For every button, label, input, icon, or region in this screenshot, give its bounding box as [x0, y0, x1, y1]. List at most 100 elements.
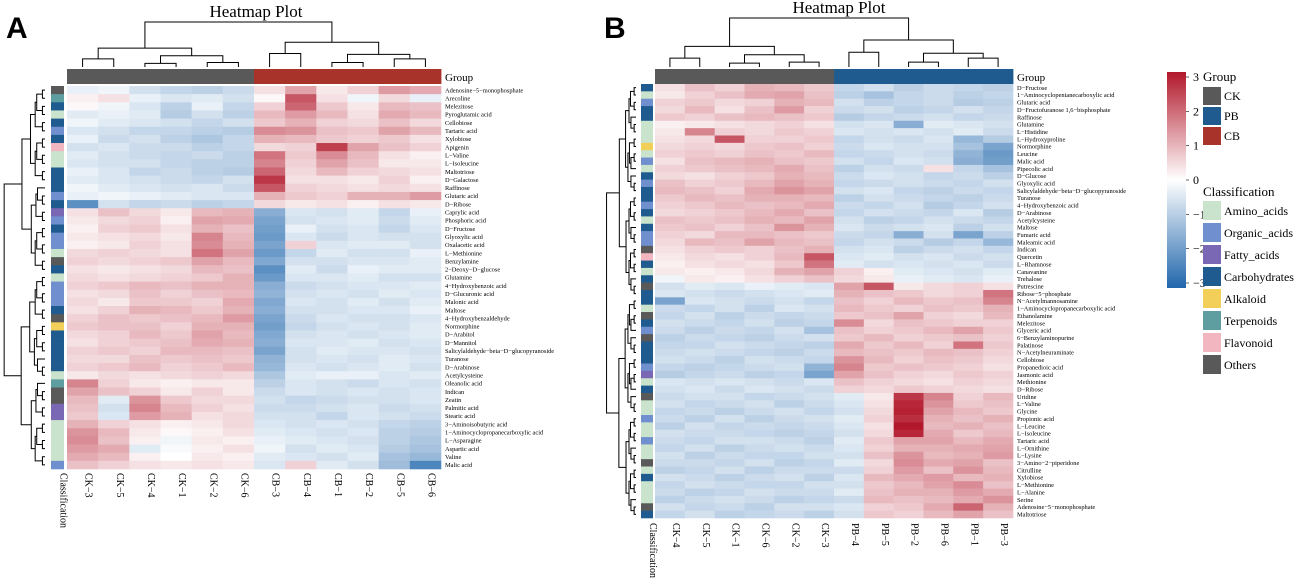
row-label: 4−Hydroxybenzaldehyde	[445, 315, 510, 322]
heatmap-cell	[316, 118, 348, 128]
heatmap-cell	[804, 238, 835, 247]
colorbar-tick: −3	[1193, 276, 1206, 290]
heatmap-cell	[378, 428, 411, 437]
heatmap-cell	[160, 216, 192, 225]
heatmap-cell	[254, 363, 286, 372]
heatmap-cell	[893, 459, 924, 467]
heatmap-cell	[254, 216, 286, 225]
heatmap-cell	[953, 128, 984, 136]
heatmap-cell	[98, 126, 130, 136]
heatmap-cell	[655, 356, 686, 364]
heatmap-cell	[316, 354, 348, 364]
heatmap-cell	[222, 387, 255, 396]
class-cell-alkaloid	[51, 322, 64, 331]
heatmap-cell	[774, 120, 805, 129]
group-cell-pb	[923, 69, 954, 84]
heatmap-cell	[983, 84, 1014, 92]
heatmap-cell	[67, 460, 99, 470]
heatmap-cell	[714, 238, 745, 247]
heatmap-cell	[804, 282, 835, 291]
heatmap-cell	[983, 510, 1014, 519]
heatmap-cell	[684, 341, 715, 350]
heatmap-cell	[863, 466, 894, 475]
heatmap-cell	[684, 473, 715, 482]
heatmap-cell	[953, 429, 984, 438]
row-label: D−Arabinose	[1017, 210, 1052, 217]
heatmap-cell	[160, 224, 192, 233]
row-label: Normorphine	[1017, 144, 1052, 151]
heatmap-cell	[285, 322, 317, 331]
heatmap-cell	[834, 466, 865, 475]
heatmap-cell	[983, 201, 1014, 210]
heatmap-cell	[804, 429, 835, 438]
class-cell-terpenoids	[51, 94, 64, 103]
heatmap-cell	[222, 371, 255, 380]
heatmap-cell	[804, 253, 835, 261]
heatmap-cell	[285, 346, 317, 356]
class-cell-carbohydrates	[641, 260, 653, 269]
heatmap-cell	[774, 245, 805, 254]
row-label: D−Ribose	[445, 201, 471, 208]
heatmap-cell	[744, 415, 775, 423]
heatmap-cell	[923, 422, 954, 431]
heatmap-cell	[347, 216, 379, 225]
heatmap-cell	[655, 378, 686, 386]
heatmap-cell	[98, 322, 130, 331]
class-swatch-amino_acids	[1203, 201, 1221, 220]
heatmap-cell	[953, 245, 984, 254]
heatmap-cell	[378, 273, 411, 282]
heatmap-cell	[655, 422, 686, 431]
heatmap-cell	[285, 86, 317, 95]
heatmap-cell	[222, 134, 255, 144]
heatmap-cell	[804, 326, 835, 335]
heatmap-cell	[160, 265, 192, 274]
heatmap-cell	[409, 297, 442, 307]
heatmap-cell	[744, 392, 775, 401]
class-cell-alkaloid	[641, 142, 653, 151]
heatmap-cell	[191, 330, 224, 339]
heatmap-cell	[923, 341, 954, 350]
heatmap-cell	[160, 143, 192, 152]
heatmap-cell	[655, 392, 686, 401]
heatmap-cell	[923, 334, 954, 342]
heatmap-cell	[804, 179, 835, 188]
heatmap-cell	[923, 179, 954, 188]
row-label: Maltotriose	[445, 169, 475, 176]
heatmap-cell	[744, 326, 775, 335]
row-label: Apigenin	[445, 144, 470, 151]
heatmap-cell	[893, 186, 924, 195]
heatmap-cell	[378, 306, 411, 315]
heatmap-cell	[655, 326, 686, 335]
heatmap-cell	[67, 110, 99, 119]
heatmap-cell	[953, 253, 984, 261]
heatmap-cell	[923, 98, 954, 107]
heatmap-cell	[893, 510, 924, 519]
heatmap-cell	[893, 473, 924, 482]
heatmap-cell	[655, 451, 686, 460]
heatmap-cell	[684, 179, 715, 188]
heatmap-cell	[774, 312, 805, 320]
heatmap-cell	[893, 120, 924, 129]
heatmap-cell	[655, 385, 686, 394]
heatmap-cell	[714, 444, 745, 453]
heatmap-cell	[684, 385, 715, 394]
heatmap-cell	[774, 179, 805, 188]
heatmap-cell	[893, 267, 924, 276]
heatmap-cell	[378, 411, 411, 421]
heatmap-cell	[378, 322, 411, 331]
heatmap-cell	[191, 371, 224, 380]
heatmap-cell	[804, 334, 835, 342]
heatmap-cell	[378, 126, 411, 136]
heatmap-cell	[655, 503, 686, 511]
heatmap-cell	[655, 260, 686, 269]
heatmap-cell	[285, 306, 317, 315]
heatmap-cell	[160, 346, 192, 356]
heatmap-cell	[222, 167, 255, 176]
heatmap-cell	[191, 167, 224, 176]
heatmap-cell	[714, 282, 745, 291]
heatmap-cell	[378, 102, 411, 111]
heatmap-cell	[655, 481, 686, 489]
heatmap-cell	[98, 411, 130, 421]
heatmap-cell	[316, 387, 348, 396]
heatmap-cell	[67, 240, 99, 250]
